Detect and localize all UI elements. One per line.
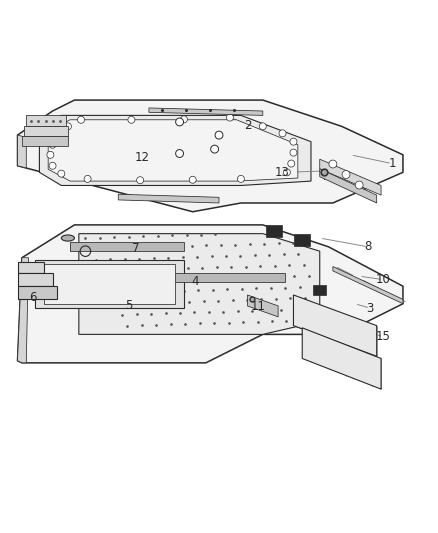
Polygon shape	[26, 115, 66, 126]
Text: 1: 1	[388, 157, 396, 170]
Circle shape	[176, 118, 184, 126]
Polygon shape	[118, 194, 219, 203]
Text: 6: 6	[29, 290, 37, 304]
Polygon shape	[18, 135, 26, 168]
Circle shape	[47, 151, 54, 158]
Ellipse shape	[61, 235, 74, 241]
Polygon shape	[18, 225, 403, 363]
Circle shape	[329, 160, 337, 168]
Text: 3: 3	[367, 302, 374, 314]
Text: 10: 10	[376, 273, 391, 286]
Circle shape	[53, 132, 60, 139]
Polygon shape	[247, 295, 278, 317]
Polygon shape	[18, 100, 403, 212]
Text: 11: 11	[251, 300, 266, 313]
Polygon shape	[79, 233, 320, 334]
Bar	[294, 233, 310, 246]
Polygon shape	[302, 328, 381, 389]
Circle shape	[137, 177, 144, 184]
Circle shape	[49, 141, 56, 148]
Circle shape	[128, 116, 135, 123]
Polygon shape	[320, 169, 377, 203]
Polygon shape	[153, 273, 285, 282]
Circle shape	[211, 145, 219, 153]
Polygon shape	[149, 108, 263, 115]
Bar	[313, 285, 326, 295]
Polygon shape	[35, 260, 184, 308]
Circle shape	[237, 175, 244, 182]
Circle shape	[189, 176, 196, 183]
Circle shape	[64, 123, 71, 130]
Circle shape	[355, 181, 363, 189]
Polygon shape	[24, 126, 68, 136]
Polygon shape	[18, 258, 28, 363]
Polygon shape	[18, 273, 53, 286]
Circle shape	[78, 116, 85, 123]
Polygon shape	[293, 295, 377, 356]
Polygon shape	[333, 266, 403, 304]
Text: 4: 4	[191, 276, 199, 288]
Polygon shape	[22, 136, 68, 146]
Polygon shape	[18, 262, 44, 273]
Text: 5: 5	[126, 300, 133, 312]
Circle shape	[84, 175, 91, 182]
Polygon shape	[70, 243, 184, 251]
Polygon shape	[320, 159, 381, 195]
Text: 15: 15	[376, 330, 391, 343]
Polygon shape	[44, 264, 175, 304]
Circle shape	[290, 138, 297, 145]
Text: 12: 12	[135, 151, 150, 164]
Circle shape	[342, 171, 350, 179]
Circle shape	[176, 150, 184, 157]
Circle shape	[290, 149, 297, 156]
Circle shape	[283, 169, 290, 176]
Polygon shape	[18, 286, 57, 300]
Circle shape	[180, 116, 187, 123]
Polygon shape	[48, 120, 298, 181]
Polygon shape	[39, 115, 311, 185]
Circle shape	[49, 162, 56, 169]
Circle shape	[226, 114, 233, 121]
Text: 7: 7	[132, 243, 140, 255]
Circle shape	[288, 160, 295, 167]
Circle shape	[58, 170, 65, 177]
Text: 2: 2	[244, 119, 251, 132]
Circle shape	[279, 130, 286, 137]
Circle shape	[259, 123, 266, 130]
Bar	[266, 225, 282, 237]
Text: 8: 8	[364, 240, 371, 253]
Circle shape	[215, 131, 223, 139]
Text: 13: 13	[275, 166, 290, 179]
